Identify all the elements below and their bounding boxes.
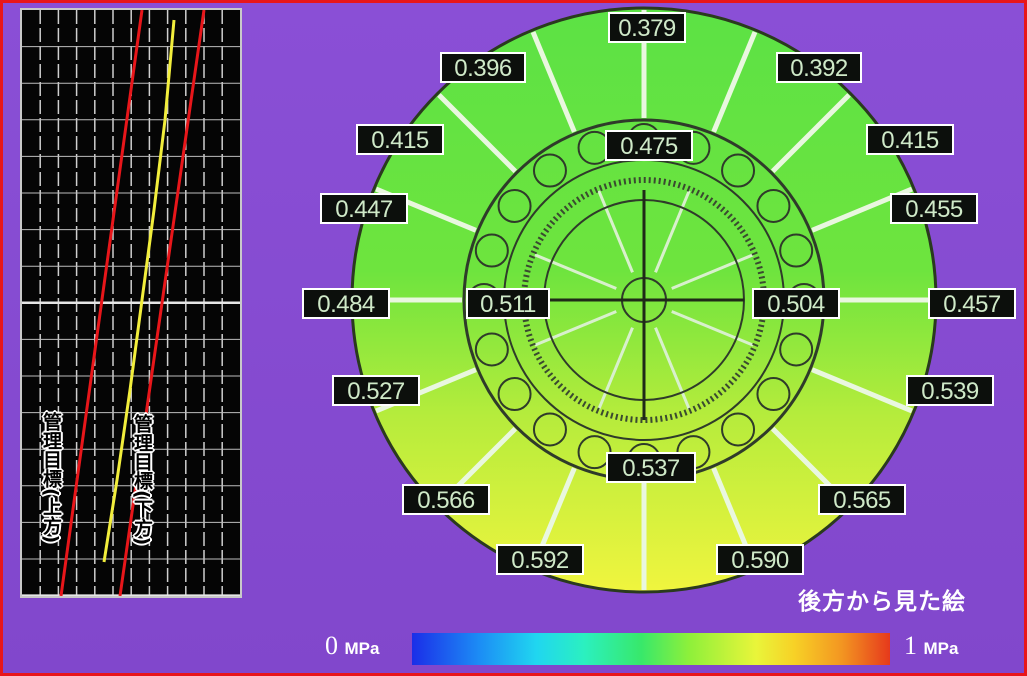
lower-limit-line [118,10,206,596]
value-third-right: 0.455 [890,193,978,224]
value-fourth-right: 0.539 [906,375,994,406]
cutter-hole [474,233,509,268]
value-third-left: 0.447 [320,193,408,224]
cutter-hole [779,233,814,268]
inner-spoke [534,253,617,290]
upper-target-suffix: (上方) [40,488,62,544]
scale-max-label: 1 MPa [904,631,958,661]
scale-min-label: 0 MPa [325,631,379,661]
value-mid-outer-left: 0.484 [302,288,390,319]
scale-min-value: 0 [325,631,338,660]
cutter-hole [497,188,532,223]
cutter-hole [474,332,509,367]
cutter-hole [721,412,756,447]
value-upper-left: 0.396 [440,52,526,83]
value-fourth-left: 0.527 [332,375,420,406]
value-inner-top: 0.475 [605,130,693,161]
value-inner-bottom: 0.537 [606,452,696,483]
trend-grid [22,10,240,596]
scale-max-value: 1 [904,631,917,660]
trend-line [102,19,176,563]
cutter-hole [756,377,791,412]
lower-target-text: 管理目標 [131,414,153,490]
inner-spoke [654,327,691,410]
value-mid-inner-left: 0.511 [466,288,550,319]
value-second-right: 0.415 [866,124,954,155]
value-mid-inner-right: 0.504 [752,288,840,319]
color-scale-bar [412,633,890,665]
value-mid-outer-right: 0.457 [928,288,1016,319]
cutter-hole [756,188,791,223]
view-caption: 後方から見た絵 [798,589,966,615]
value-fifth-right: 0.565 [818,484,906,515]
value-bottom-right: 0.590 [716,544,804,575]
cutter-hole [532,412,567,447]
cutter-hole [532,153,567,188]
value-bottom-left: 0.592 [496,544,584,575]
trend-chart-panel [20,8,242,598]
lower-target-suffix: (下方) [131,490,153,546]
inner-spoke [671,310,754,347]
trend-chart-graphic [22,10,240,596]
inner-spoke [671,253,754,290]
cutter-hole [779,332,814,367]
inner-spoke [654,190,691,273]
disc-spoke [711,31,758,133]
value-top-center: 0.379 [608,12,686,43]
upper-target-text: 管理目標 [40,412,62,488]
scale-max-unit: MPa [923,639,959,658]
cutter-hole [497,377,532,412]
lower-target-label: 管理目標 (下方) [131,414,157,545]
value-fifth-left: 0.566 [402,484,490,515]
value-upper-right: 0.392 [776,52,862,83]
inner-spoke [534,310,617,347]
inner-spoke [597,190,634,273]
scale-min-unit: MPa [344,639,380,658]
pressure-disc-map [350,6,938,594]
cutter-hole [721,153,756,188]
disc-spoke [770,93,851,174]
upper-target-label: 管理目標 (上方) [40,412,66,543]
disc-spoke [530,31,577,133]
disc-spoke [437,93,518,174]
disc-spoke [811,367,913,414]
value-second-left: 0.415 [356,124,444,155]
upper-limit-line [59,10,144,596]
inner-spoke [597,327,634,410]
